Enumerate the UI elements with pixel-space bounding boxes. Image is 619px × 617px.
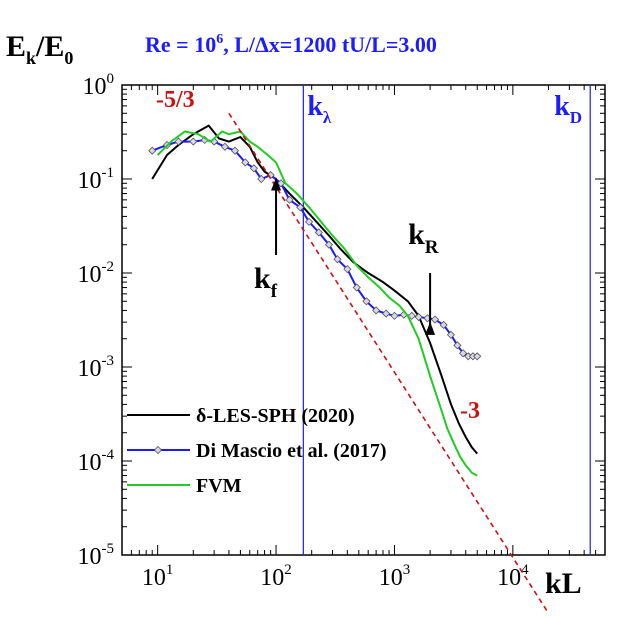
series-point-1	[257, 174, 266, 184]
series-point-1	[304, 217, 314, 226]
series-point-1	[296, 203, 305, 212]
k-r-label: kR	[408, 218, 439, 258]
series-point-1	[174, 137, 183, 146]
k-f-label: kf	[254, 262, 278, 302]
title-re: Re = 10	[145, 32, 216, 57]
series-point-1	[189, 137, 198, 146]
series-point-1	[148, 146, 157, 155]
y-tick-label: 10-4	[78, 447, 115, 476]
series-line-2	[156, 130, 478, 477]
series-point-1	[390, 311, 399, 320]
series-point-1	[372, 306, 381, 315]
plot-area: 101 102 103 104 100 10-1 10-2 10-3 10-4 10-5 -5/3 -…	[78, 71, 606, 614]
series-point-1	[285, 195, 294, 204]
y-tick-label: 10-2	[78, 259, 115, 288]
k-d-label: kD	[554, 91, 582, 127]
y-tick-label: 10-5	[78, 541, 115, 570]
legend-label-0: δ-LES-SPH (2020)	[196, 405, 355, 427]
series-point-1	[446, 330, 456, 339]
k-f-arrow-head	[271, 177, 282, 191]
x-axis-label: kL	[545, 567, 582, 600]
series-point-1	[343, 265, 352, 274]
series-point-1	[324, 240, 334, 249]
plot-frame	[121, 84, 606, 556]
series-point-1	[230, 146, 240, 155]
series-point-1	[333, 255, 342, 264]
series-point-1	[249, 164, 258, 173]
series-point-1	[439, 320, 448, 330]
series-point-1	[430, 315, 440, 324]
y-axis-label: Ek/E0	[6, 30, 73, 68]
series-point-1	[352, 283, 361, 292]
legend-label-1: Di Mascio et al. (2017)	[196, 440, 387, 462]
series-point-1	[473, 352, 482, 361]
series-point-1	[414, 312, 423, 322]
y-tick-label: 100	[83, 71, 115, 100]
chart-title: Re = 106, L/Δx=1200 tU/L=3.00	[145, 32, 437, 57]
y-tick-label: 10-3	[78, 353, 115, 382]
title-re-exponent: 6	[216, 32, 223, 47]
k-lambda-label: kλ	[307, 91, 332, 127]
series-point-1	[276, 179, 286, 188]
series-point-1	[362, 297, 371, 306]
x-tick-label: 103	[379, 562, 411, 591]
series-point-1	[382, 309, 391, 318]
series-point-1	[453, 341, 462, 350]
series-point-1	[407, 311, 416, 320]
x-tick-label: 101	[142, 562, 174, 591]
legend-marker-1	[153, 445, 163, 455]
y-tick-label: 10-1	[78, 165, 115, 194]
legend: δ-LES-SPH (2020) Di Mascio et al. (2017) F…	[127, 405, 387, 497]
slope-53-label: -5/3	[156, 87, 195, 113]
title-rest: , L/Δx=1200 tU/L=3.00	[223, 32, 437, 57]
x-tick-label: 104	[497, 562, 529, 591]
series-point-1	[220, 142, 229, 151]
slope-3-label: -3	[460, 398, 480, 424]
series-point-1	[314, 228, 323, 237]
k-r-arrow-head	[425, 321, 436, 335]
series-point-1	[241, 158, 250, 167]
x-tick-label: 102	[260, 562, 292, 591]
series-point-1	[459, 349, 468, 358]
legend-label-2: FVM	[196, 475, 242, 497]
